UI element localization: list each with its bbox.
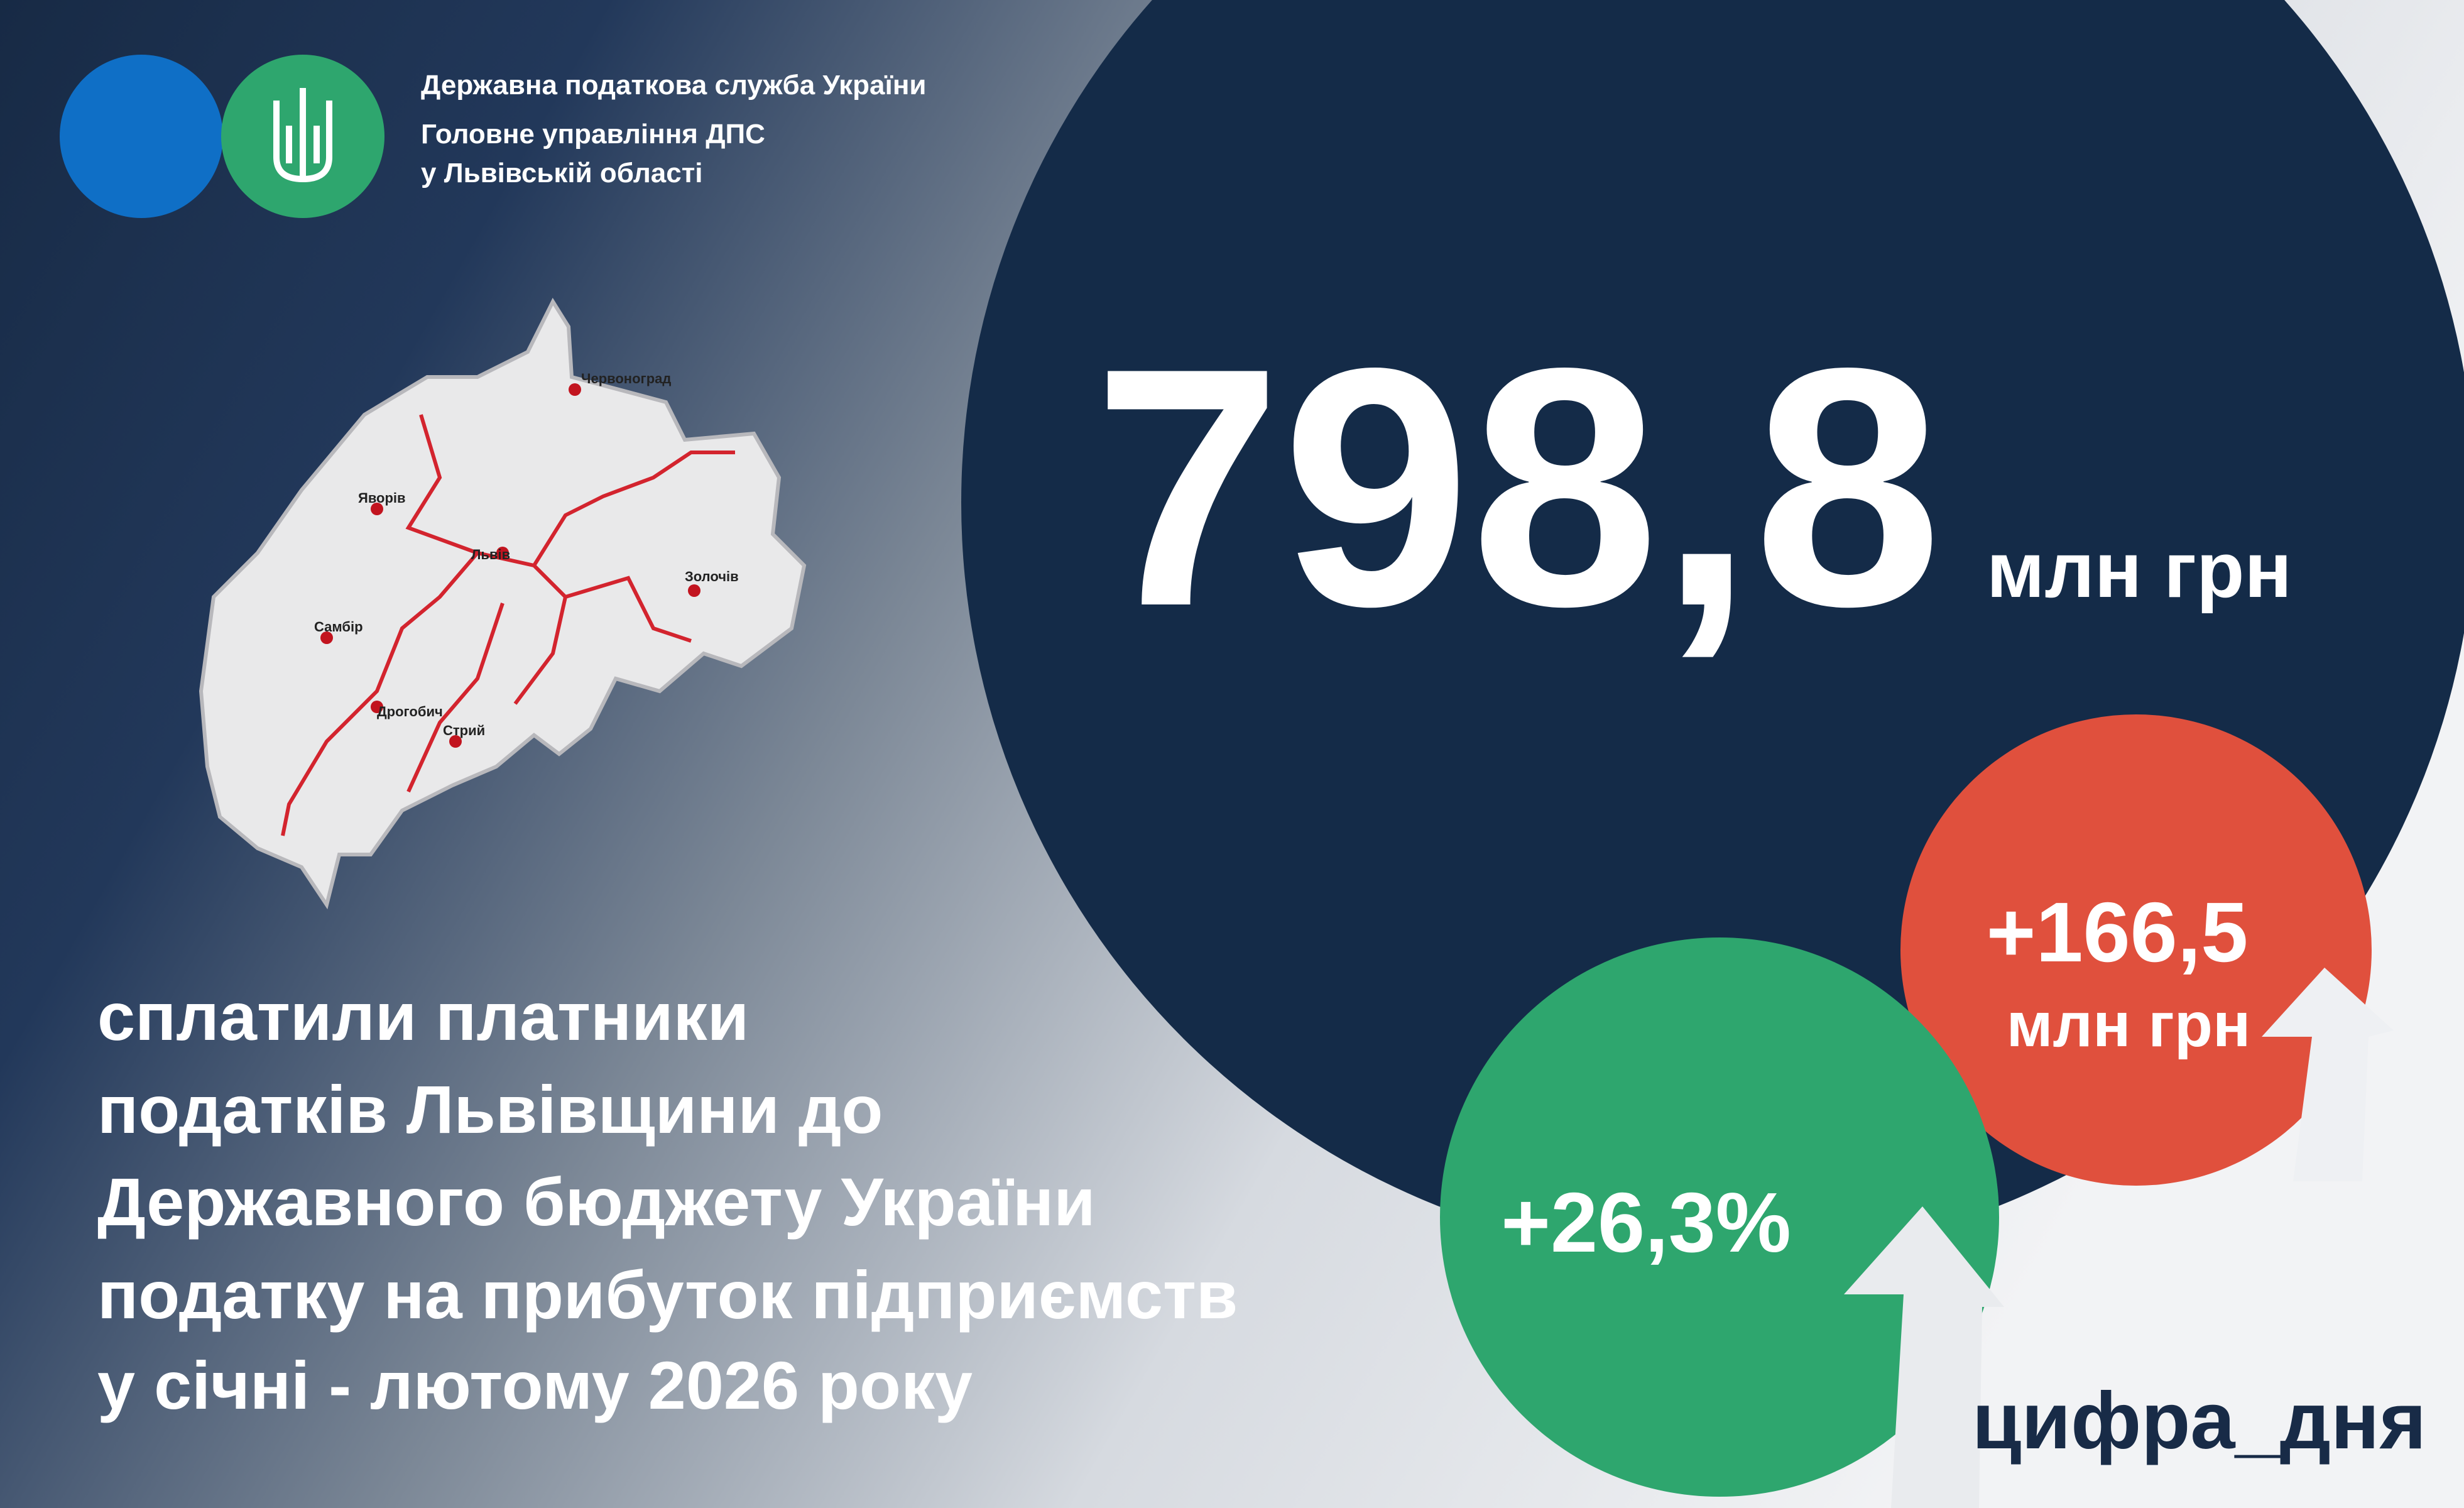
header-line: у Львівській області [421, 158, 703, 188]
logo-blue [60, 55, 223, 218]
increase-unit: млн грн [2007, 990, 2251, 1060]
description-line: Державного бюджету України [97, 1164, 1096, 1240]
description-line: податку на прибуток підприємств [97, 1257, 1238, 1333]
increase-value: +166,5 [1987, 885, 2249, 980]
city-label: Стрий [443, 723, 485, 738]
map: Червоноград Яворів Львів Золочів Самбір … [199, 297, 807, 910]
description-line: сплатили платники [97, 978, 749, 1054]
city-label: Самбір [314, 619, 363, 635]
arrow [1844, 1206, 2004, 1508]
arrow [2262, 968, 2394, 1181]
trident [273, 88, 332, 183]
city-label: Золочів [685, 569, 739, 584]
main-value: 798,8 [1093, 298, 1942, 677]
main-unit: млн грн [1987, 527, 2292, 614]
city-label: Яворів [358, 490, 406, 506]
header-line: Головне управління ДПС [421, 119, 765, 150]
city-label: Львів [471, 547, 510, 562]
header-line: Державна податкова служба України [421, 70, 926, 101]
increase-circle [1900, 714, 2372, 1186]
hashtag: цифра_дня [1972, 1376, 2426, 1466]
growth-value: +26,3% [1501, 1175, 1791, 1270]
city-label: Дрогобич [377, 704, 443, 719]
growth-circle [1440, 937, 1999, 1497]
description-line: у січні - лютому 2026 року [97, 1347, 973, 1423]
city-label: Червоноград [581, 371, 671, 386]
description-line: податків Львівщини до [97, 1071, 883, 1147]
